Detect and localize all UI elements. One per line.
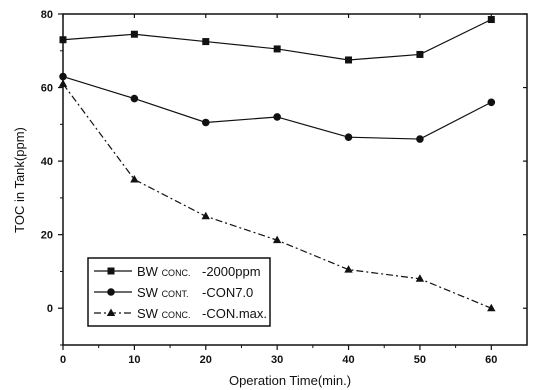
x-tick-label: 40 bbox=[342, 354, 354, 366]
x-tick-label: 50 bbox=[414, 354, 426, 366]
triangle-marker bbox=[344, 265, 353, 273]
legend-label-main: BW bbox=[137, 264, 162, 279]
series-3 bbox=[58, 79, 496, 312]
circle-marker bbox=[273, 113, 281, 121]
axes: 0 10 20 30 40 50 60 0 20 40 60 80 bbox=[41, 9, 527, 366]
series-line bbox=[62, 75, 492, 140]
x-tick-label: 20 bbox=[200, 354, 212, 366]
y-tick-label: 40 bbox=[41, 156, 53, 168]
triangle-marker bbox=[201, 211, 210, 220]
x-tick-label: 30 bbox=[271, 354, 283, 366]
circle-marker bbox=[416, 135, 424, 143]
y-tick-label: 0 bbox=[47, 303, 53, 315]
x-tick-label: 10 bbox=[128, 354, 140, 366]
square-marker bbox=[487, 16, 495, 24]
legend-label-main: SW bbox=[137, 285, 162, 300]
circle-marker bbox=[107, 288, 115, 296]
square-marker bbox=[202, 38, 210, 46]
triangle-marker bbox=[106, 308, 116, 316]
square-marker bbox=[416, 50, 424, 58]
legend: BW CONC. -2000ppm SW CONT. -CON7.0 SW CONC. -… bbox=[87, 257, 271, 327]
legend-label-tail: -CON.max. bbox=[202, 306, 267, 321]
legend-entry-1: BW CONC. -2000ppm bbox=[94, 264, 261, 279]
triangle-marker bbox=[130, 175, 139, 183]
triangle-marker bbox=[487, 303, 496, 312]
square-marker bbox=[59, 36, 67, 44]
series-line bbox=[62, 18, 492, 61]
triangle-marker bbox=[58, 79, 68, 87]
square-marker bbox=[345, 56, 353, 64]
legend-label-small: CONT. bbox=[162, 289, 189, 299]
circle-marker bbox=[130, 94, 139, 103]
y-tick-label: 20 bbox=[41, 230, 53, 242]
x-tick-label: 60 bbox=[485, 354, 497, 366]
square-marker bbox=[130, 30, 138, 38]
y-axis-label: TOC in Tank(ppm) bbox=[12, 127, 27, 233]
circle-marker bbox=[201, 118, 210, 127]
legend-entry-3: SW CONC. -CON.max. bbox=[94, 306, 267, 321]
legend-label-small: CONC. bbox=[162, 310, 191, 320]
y-tick-label: 60 bbox=[41, 83, 53, 95]
legend-label: SW CONT. -CON7.0 bbox=[137, 285, 253, 300]
square-marker bbox=[273, 45, 281, 53]
series-1 bbox=[59, 16, 495, 64]
circle-marker bbox=[344, 133, 353, 142]
legend-label: BW CONC. -2000ppm bbox=[137, 264, 261, 279]
x-tick-label: 0 bbox=[60, 354, 66, 366]
square-marker bbox=[107, 267, 115, 275]
legend-label-main: SW bbox=[137, 306, 162, 321]
y-tick-label: 80 bbox=[41, 9, 53, 21]
legend-label-tail: -2000ppm bbox=[202, 264, 261, 279]
legend-label: SW CONC. -CON.max. bbox=[137, 306, 267, 321]
plot-frame bbox=[62, 13, 528, 346]
series-2 bbox=[59, 72, 496, 143]
legend-entry-2: SW CONT. -CON7.0 bbox=[94, 285, 253, 300]
x-axis-label: Operation Time(min.) bbox=[229, 373, 351, 388]
circle-marker bbox=[59, 72, 67, 81]
legend-label-tail: -CON7.0 bbox=[202, 285, 253, 300]
legend-label-small: CONC. bbox=[162, 268, 191, 278]
circle-marker bbox=[487, 98, 496, 107]
triangle-marker bbox=[415, 274, 425, 282]
series-layer bbox=[58, 16, 496, 312]
triangle-marker bbox=[272, 235, 282, 244]
